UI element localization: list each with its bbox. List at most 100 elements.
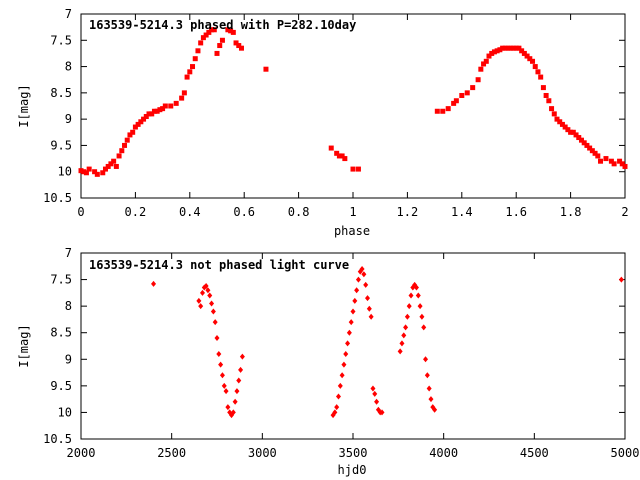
data-point: [497, 47, 503, 53]
plot-frame: [80, 252, 626, 440]
data-point: [481, 61, 487, 67]
data-point: [336, 153, 342, 159]
x-tick-label: 0.2: [125, 205, 147, 219]
data-point: [570, 129, 576, 135]
data-point: [470, 85, 476, 91]
x-tick-label: 4500: [520, 446, 549, 460]
unphased-light-curve-panel: 2000 2500 3000 3500 4000 4500 5000 7 7.5 8 8.5 9 9.…: [17, 246, 639, 477]
x-tick-label: 0.6: [233, 205, 255, 219]
data-point: [116, 153, 122, 159]
data-point: [234, 388, 240, 395]
data-point: [335, 393, 341, 400]
data-point: [568, 129, 574, 135]
data-point: [617, 158, 623, 164]
data-point: [207, 292, 213, 299]
data-point: [365, 295, 371, 302]
data-point: [346, 329, 352, 336]
data-point: [230, 29, 236, 35]
x-axis-ticks: 2000 2500 3000 3500 4000 4500 5000: [67, 253, 639, 460]
y-tick-label: 7.5: [50, 273, 72, 287]
data-point: [516, 45, 522, 51]
data-point: [549, 106, 555, 112]
data-point: [105, 163, 111, 169]
y-tick-label: 10: [58, 405, 72, 419]
data-point: [540, 85, 546, 91]
data-point: [198, 40, 204, 46]
y-tick-label: 9: [65, 352, 72, 366]
data-point: [403, 324, 409, 331]
data-point: [494, 48, 500, 54]
x-tick-label: 0.4: [179, 205, 201, 219]
data-point: [565, 127, 571, 133]
y-tick-label: 7: [65, 246, 72, 260]
x-tick-label: 4000: [429, 446, 458, 460]
data-point: [81, 169, 87, 175]
data-point: [92, 169, 98, 175]
y-tick-label: 10: [58, 165, 72, 179]
y-tick-label: 9: [65, 112, 72, 126]
x-tick-label: 1.4: [451, 205, 473, 219]
data-point: [524, 53, 530, 59]
y-axis-ticks: 7 7.5 8 8.5 9 9.5 10 10.5: [43, 246, 625, 446]
data-point: [236, 377, 242, 384]
data-point: [135, 121, 141, 127]
data-point: [424, 372, 430, 379]
data-point: [230, 409, 236, 416]
data-point: [332, 409, 338, 416]
data-point: [546, 98, 552, 104]
data-point: [603, 156, 609, 162]
data-point: [225, 404, 231, 411]
data-point: [78, 168, 84, 174]
data-point: [108, 161, 114, 167]
data-point: [578, 137, 584, 143]
y-tick-label: 8: [65, 299, 72, 313]
data-point: [214, 335, 220, 342]
data-point: [618, 276, 624, 283]
data-point: [519, 48, 525, 54]
x-axis-title: phase: [334, 224, 370, 238]
data-point: [374, 398, 380, 405]
data-point: [543, 92, 549, 98]
data-point: [236, 43, 242, 49]
x-tick-label: 2: [621, 205, 628, 219]
data-point: [361, 271, 367, 278]
x-tick-label: 1.8: [560, 205, 582, 219]
y-tick-label: 8.5: [50, 86, 72, 100]
data-point: [451, 100, 457, 106]
data-point: [404, 313, 410, 320]
data-point: [141, 116, 147, 122]
data-point: [143, 114, 149, 120]
data-point: [527, 56, 533, 62]
data-points: [78, 27, 628, 177]
data-point: [217, 43, 223, 49]
data-point: [228, 28, 234, 34]
data-point: [401, 332, 407, 339]
data-point: [423, 356, 429, 363]
data-point: [179, 95, 185, 101]
data-point: [510, 45, 516, 51]
data-point: [122, 142, 128, 148]
data-point: [138, 119, 144, 125]
chart-title: 163539-5214.3 phased with P=282.10day: [89, 18, 356, 32]
data-point: [415, 292, 421, 299]
data-point: [102, 166, 108, 172]
data-point: [532, 64, 538, 70]
data-point: [557, 119, 563, 125]
x-tick-label: 3000: [248, 446, 277, 460]
x-tick-label: 0: [77, 205, 84, 219]
data-point: [581, 140, 587, 146]
data-point: [212, 319, 218, 326]
data-point: [119, 148, 125, 154]
data-point: [428, 396, 434, 403]
data-point: [192, 56, 198, 62]
data-point: [622, 163, 628, 169]
data-point: [399, 340, 405, 347]
data-point: [459, 92, 465, 98]
data-point: [113, 163, 119, 169]
x-tick-label: 2000: [67, 446, 96, 460]
data-point: [379, 409, 385, 416]
data-point: [598, 158, 604, 164]
data-point: [157, 107, 163, 113]
data-point: [206, 29, 212, 35]
